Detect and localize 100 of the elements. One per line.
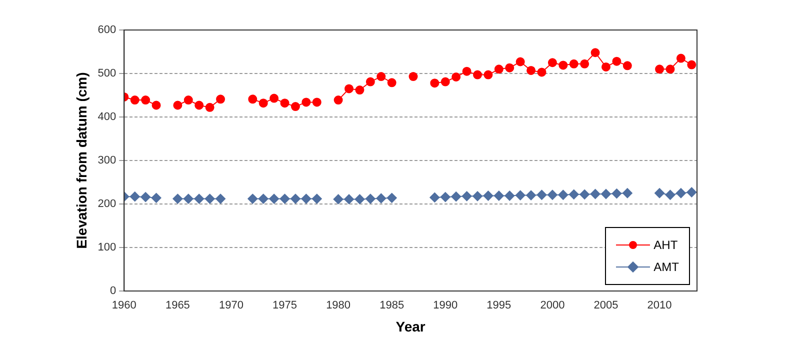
point [654,188,665,198]
point [312,98,322,107]
point [440,192,450,202]
point [590,188,600,199]
point [344,194,354,204]
point [494,64,504,74]
x-tick-label: 2000 [540,300,565,312]
point [687,60,696,70]
point [580,59,590,68]
point [601,62,610,72]
point [462,191,472,202]
x-tick-label: 1990 [433,300,458,312]
point [354,194,365,204]
point [386,192,397,203]
point [665,190,676,200]
legend-label: AHT [654,238,678,252]
point [504,190,515,201]
x-tick-label: 2005 [594,300,618,312]
point [568,189,579,200]
point [462,66,472,76]
point [515,190,526,200]
point [333,194,344,204]
point [569,59,578,68]
point [451,192,462,202]
point [280,98,290,108]
point [376,193,386,204]
point [269,194,280,204]
point [141,96,150,105]
point [173,100,182,110]
point [430,192,440,202]
point [526,66,536,75]
point [548,58,557,68]
y-tick-label: 200 [98,198,116,210]
point [130,192,140,202]
point [312,194,322,204]
point [686,187,697,198]
point [205,102,214,112]
x-tick-label: 1960 [112,300,136,312]
point [270,94,279,103]
y-tick-label: 100 [98,242,116,254]
x-tick-label: 2010 [647,300,672,312]
point [204,194,215,204]
point [430,78,440,88]
point [473,70,482,80]
y-tick-label: 300 [98,154,116,167]
point [194,194,204,204]
point [290,102,300,112]
point [172,194,183,204]
point [452,72,461,82]
y-tick-label: 600 [98,24,116,36]
point [216,194,226,204]
point [622,188,632,198]
point [302,98,311,107]
point [536,190,547,200]
point [537,68,546,77]
point [365,194,376,204]
point [248,194,258,204]
point [600,188,611,199]
point [151,192,162,203]
point [526,190,536,200]
point [516,57,525,66]
point [484,70,493,80]
point [194,100,204,110]
point [655,64,664,74]
point [612,56,622,66]
point [183,194,194,204]
x-tick-label: 1995 [486,300,512,312]
y-axis-title: Elevation from datum (cm) [73,72,90,249]
point [558,190,568,200]
x-axis-title: Year [396,318,426,334]
point [666,64,675,74]
point [408,72,418,82]
point [547,190,558,200]
x-tick-label: 1985 [380,300,404,312]
y-tick-label: 400 [98,111,116,124]
point [301,194,312,204]
point [376,72,386,82]
x-tick-label: 1980 [326,300,351,312]
point [440,77,450,86]
point [387,78,396,88]
point [590,48,600,58]
point [184,96,193,105]
point [612,188,622,199]
y-tick-label: 0 [110,285,116,298]
point [558,60,568,70]
x-tick-label: 1965 [165,300,190,312]
point [505,63,514,72]
x-tick-label: 1970 [218,300,244,312]
point [140,192,151,202]
point [258,194,268,204]
point [580,189,590,200]
point [216,94,226,104]
point [622,61,632,70]
point [355,86,364,95]
point [494,190,504,201]
y-tick-label: 500 [98,68,116,80]
point [334,96,343,105]
point [344,84,354,94]
point [152,100,161,110]
point [280,194,290,204]
